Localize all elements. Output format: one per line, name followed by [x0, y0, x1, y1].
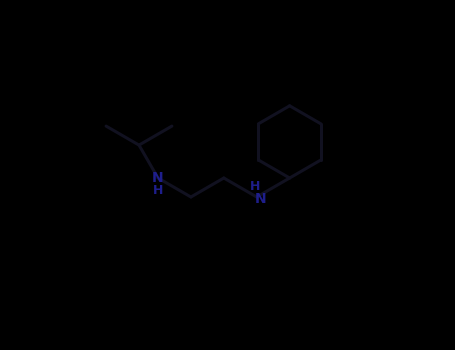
- Text: N: N: [255, 192, 267, 206]
- Text: N: N: [152, 171, 164, 185]
- Text: H: H: [153, 184, 163, 197]
- Text: H: H: [249, 181, 260, 194]
